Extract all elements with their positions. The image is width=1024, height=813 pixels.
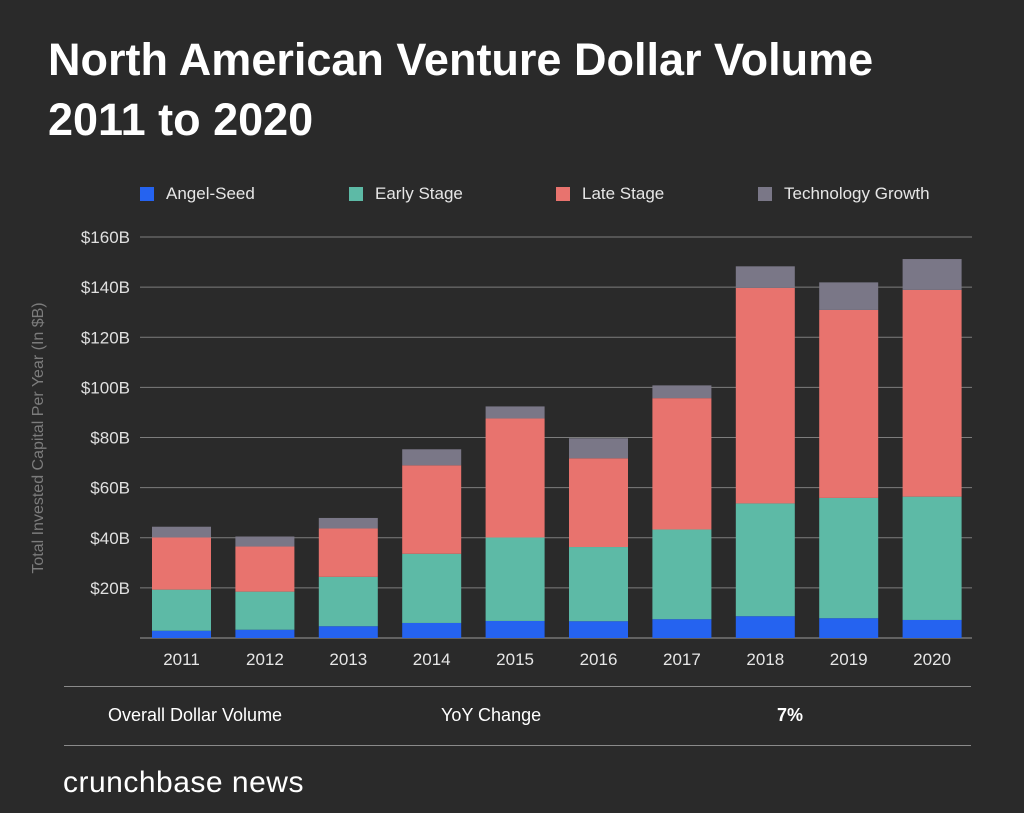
legend-swatch: [349, 187, 363, 201]
x-tick-label: 2013: [329, 650, 367, 669]
x-tick-label: 2012: [246, 650, 284, 669]
overall-volume-label: Overall Dollar Volume: [108, 705, 283, 725]
bar-segment-late-stage: [652, 398, 712, 530]
bar-segment-late-stage: [485, 418, 545, 538]
bar-segment-late-stage: [235, 546, 295, 592]
bar-segment-angel-seed: [235, 629, 295, 638]
legend-swatch: [140, 187, 154, 201]
yoy-label: YoY Change: [441, 705, 542, 725]
crunchbase-news-logo: crunchbase news: [63, 766, 304, 799]
legend-item-angel-seed: Angel-Seed: [140, 184, 255, 204]
bar-segment-late-stage: [735, 287, 795, 504]
x-tick-label: 2020: [913, 650, 951, 669]
bar-segment-angel-seed: [402, 622, 462, 638]
bar-segment-early-stage: [819, 497, 879, 619]
legend-item-technology-growth: Technology Growth: [758, 184, 930, 204]
y-tick-label: $60B: [90, 479, 130, 498]
bar-segment-technology-growth: [735, 266, 795, 288]
bar-segment-angel-seed: [819, 618, 879, 638]
yoy-value: 7%: [777, 705, 804, 725]
legend-label: Angel-Seed: [166, 184, 255, 203]
bar-segment-early-stage: [402, 553, 462, 623]
bar-segment-technology-growth: [652, 385, 712, 399]
legend-label: Technology Growth: [784, 184, 930, 203]
bar-segment-angel-seed: [318, 626, 378, 638]
y-tick-label: $20B: [90, 579, 130, 598]
bar-segment-early-stage: [485, 537, 545, 621]
bar-segment-late-stage: [819, 309, 879, 498]
bar-segment-technology-growth: [235, 536, 295, 547]
legend-item-early-stage: Early Stage: [349, 184, 463, 204]
bar-segment-early-stage: [902, 496, 962, 620]
bar-segment-late-stage: [402, 465, 462, 554]
bar-segment-angel-seed: [652, 619, 712, 638]
y-tick-label: $40B: [90, 529, 130, 548]
legend-label: Late Stage: [582, 184, 665, 203]
bar-segment-technology-growth: [152, 526, 211, 538]
title-line-2: 2011 to 2020: [48, 94, 314, 145]
bar-segment-technology-growth: [902, 259, 962, 290]
bar-segment-early-stage: [735, 503, 795, 617]
y-tick-label: $140B: [81, 278, 130, 297]
legend-label: Early Stage: [375, 184, 463, 203]
divider: [64, 686, 971, 687]
bar-segment-late-stage: [152, 537, 211, 590]
bar-segment-late-stage: [902, 289, 962, 497]
y-tick-label: $160B: [81, 228, 130, 247]
x-tick-label: 2015: [496, 650, 534, 669]
legend: Angel-Seed Early Stage Late Stage Techno…: [0, 184, 1024, 206]
title-line-1: North American Venture Dollar Volume: [48, 34, 874, 85]
chart-title: North American Venture Dollar Volume 201…: [48, 30, 873, 150]
y-tick-label: $100B: [81, 378, 130, 397]
bar-segment-early-stage: [652, 529, 712, 620]
bar-segment-technology-growth: [402, 449, 462, 466]
legend-swatch: [758, 187, 772, 201]
bar-segment-early-stage: [152, 589, 211, 631]
x-tick-label: 2011: [163, 650, 200, 669]
bar-segment-late-stage: [569, 458, 628, 548]
bar-segment-angel-seed: [152, 630, 211, 638]
bar-segment-angel-seed: [735, 616, 795, 638]
divider: [64, 745, 971, 746]
x-tick-label: 2018: [746, 650, 784, 669]
x-tick-label: 2014: [413, 650, 451, 669]
y-tick-label: $80B: [90, 429, 130, 448]
bar-segment-angel-seed: [485, 620, 545, 638]
bar-segment-angel-seed: [902, 619, 962, 638]
bar-segment-early-stage: [318, 576, 378, 627]
stacked-bar-chart: $20B $40B $60B $80B $100B $120B $140B $160B Tota…: [30, 228, 972, 669]
x-tick-label: 2016: [580, 650, 618, 669]
bar-segment-early-stage: [235, 591, 295, 630]
y-tick-label: $120B: [81, 328, 130, 347]
y-axis-title: Total Invested Capital Per Year (In $B): [30, 302, 47, 573]
x-tick-label: 2019: [830, 650, 868, 669]
bar-segment-technology-growth: [318, 517, 378, 529]
x-tick-label: 2017: [663, 650, 701, 669]
bar-segment-late-stage: [318, 528, 378, 577]
bar-segment-angel-seed: [569, 621, 628, 638]
bar-segment-early-stage: [569, 547, 628, 622]
bar-segment-technology-growth: [819, 282, 879, 310]
bar-segment-technology-growth: [569, 438, 628, 459]
bar-segment-technology-growth: [485, 406, 545, 419]
legend-swatch: [556, 187, 570, 201]
legend-item-late-stage: Late Stage: [556, 184, 664, 204]
